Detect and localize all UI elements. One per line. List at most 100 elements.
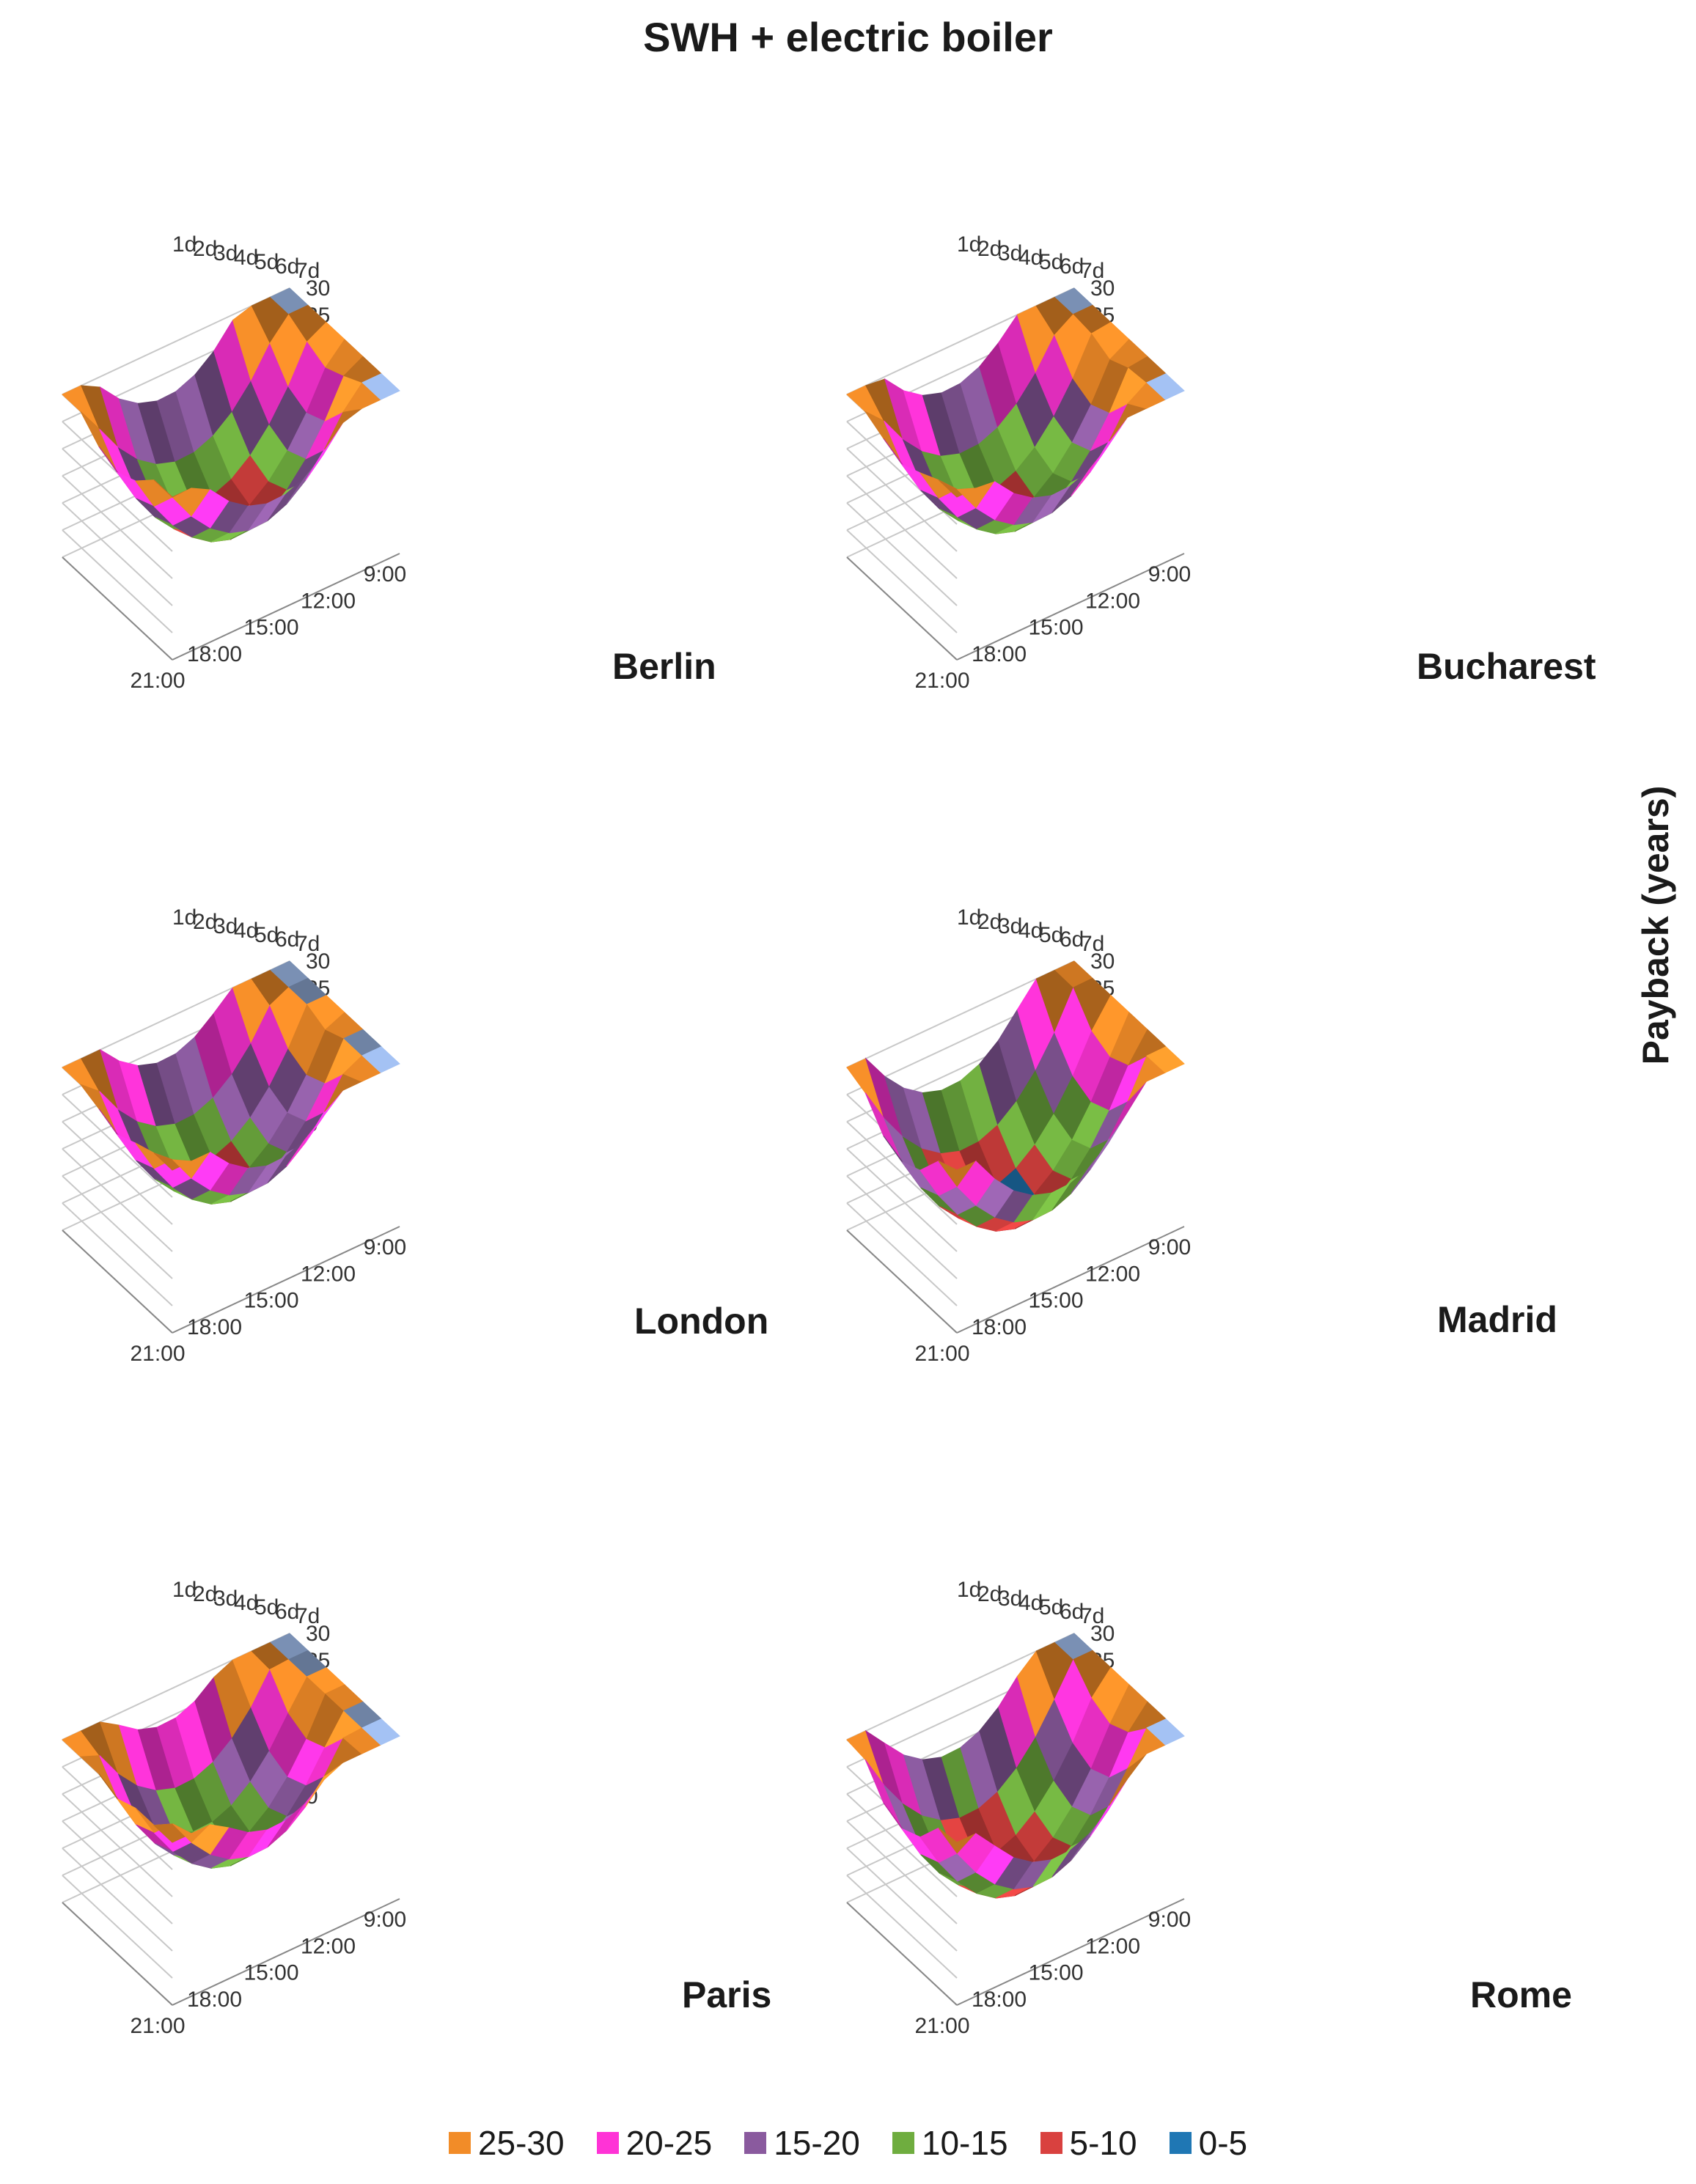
y-tick-label: 1d [172, 232, 197, 257]
grid-line [62, 1793, 173, 1897]
z-tick-label: 30 [306, 1622, 330, 1646]
city-label-paris: Paris [682, 1974, 772, 2015]
x-tick-label: 18:00 [187, 1988, 242, 2012]
y-tick-label: 2d [977, 1582, 1002, 1606]
y-tick-label: 2d [193, 910, 217, 934]
depth-axis-line [846, 1902, 958, 2006]
grid-line [846, 1121, 958, 1225]
x-tick-label: 12:00 [1085, 1262, 1140, 1286]
legend-item: 25-30 [448, 2123, 565, 2163]
depth-axis-line [62, 1229, 173, 1334]
grid-line [846, 1793, 958, 1897]
grid-line [846, 529, 958, 633]
legend-label: 20-25 [625, 2124, 713, 2162]
x-tick-label: 12:00 [1085, 1934, 1140, 1958]
y-tick-label: 1d [957, 232, 981, 257]
z-axis-label: Payback (years) [1635, 785, 1676, 1065]
grid-line [846, 1148, 958, 1252]
grid-line [62, 448, 173, 552]
grid-line [846, 1202, 958, 1306]
y-tick-label: 7d [295, 932, 320, 956]
grid-line [846, 1175, 958, 1279]
x-tick-label: 9:00 [364, 1235, 406, 1260]
city-label-rome: Rome [1470, 1974, 1572, 2015]
x-tick-label: 15:00 [1028, 616, 1083, 640]
y-tick-label: 3d [998, 1586, 1022, 1611]
surface-plot-bucharest: 0510152025309:0012:0015:0018:0021:001d2d… [846, 232, 1191, 693]
grid-line [846, 1875, 958, 1979]
legend-label: 10-15 [921, 2124, 1008, 2162]
y-tick-label: 2d [193, 237, 217, 261]
grid-line [62, 1875, 173, 1979]
y-tick-label: 4d [234, 919, 258, 943]
panel-madrid: 0510152025309:0012:0015:0018:0021:001d2d… [814, 743, 1620, 1402]
y-tick-label: 5d [254, 923, 279, 947]
surface-patch [361, 373, 400, 400]
x-tick-label: 21:00 [130, 669, 185, 693]
surface-patch [361, 1718, 400, 1746]
x-tick-label: 9:00 [364, 1908, 406, 1932]
y-tick-label: 3d [213, 241, 238, 265]
grid-line [62, 1148, 173, 1252]
surface-plot-berlin: 0510152025309:0012:0015:0018:0021:001d2d… [62, 232, 406, 693]
time-axis-line [172, 553, 400, 661]
surface [846, 960, 1185, 1232]
y-tick-label: 5d [254, 250, 279, 274]
legend-item: 10-15 [892, 2123, 1008, 2163]
time-axis-line [956, 553, 1185, 661]
x-tick-label: 9:00 [1148, 1235, 1191, 1260]
y-tick-label: 7d [1080, 932, 1104, 956]
x-tick-label: 21:00 [130, 2014, 185, 2038]
legend-swatch [1040, 2132, 1062, 2154]
x-tick-label: 18:00 [972, 1988, 1027, 2012]
surface [846, 1633, 1185, 1899]
axes [62, 1898, 400, 2006]
y-tick-label: 1d [172, 1578, 197, 1602]
y-tick-label: 4d [1018, 919, 1043, 943]
x-tick-label: 9:00 [364, 562, 406, 587]
y-tick-label: 3d [998, 241, 1022, 265]
grid-line [846, 1847, 958, 1952]
surface-patch [361, 1046, 400, 1073]
city-label-berlin: Berlin [612, 646, 716, 687]
x-tick-label: 15:00 [243, 1961, 298, 1985]
panel-paris: 0510152025309:0012:0015:0018:0021:001d2d… [29, 1415, 836, 2075]
panel-london: 0510152025309:0012:0015:0018:0021:001d2d… [29, 743, 836, 1402]
x-tick-label: 12:00 [301, 589, 356, 613]
y-tick-label: 4d [1018, 1591, 1043, 1615]
grid-line [846, 448, 958, 552]
grid-line [62, 475, 173, 579]
x-tick-label: 9:00 [1148, 1908, 1191, 1932]
y-tick-label: 3d [213, 1586, 238, 1611]
x-tick-label: 12:00 [301, 1934, 356, 1958]
y-tick-label: 5d [254, 1595, 279, 1619]
x-tick-label: 18:00 [972, 1315, 1027, 1339]
y-tick-label: 5d [1039, 923, 1063, 947]
y-tick-label: 7d [1080, 1604, 1104, 1628]
surface-plot-paris: 0510152025309:0012:0015:0018:0021:001d2d… [62, 1578, 406, 2038]
x-tick-label: 18:00 [187, 642, 242, 666]
surface-plot-rome: 0510152025309:0012:0015:0018:0021:001d2d… [846, 1578, 1191, 2038]
y-tick-label: 7d [1080, 259, 1104, 283]
depth-axis-line [62, 1902, 173, 2006]
x-tick-label: 15:00 [243, 616, 298, 640]
city-label-london: London [634, 1301, 769, 1342]
grid-line [62, 1202, 173, 1306]
x-tick-label: 21:00 [130, 1342, 185, 1366]
depth-axis-line [62, 556, 173, 661]
x-tick-label: 9:00 [1148, 562, 1191, 587]
x-tick-label: 12:00 [301, 1262, 356, 1286]
surface-patch [1146, 1718, 1185, 1746]
legend: 25-30 20-25 15-20 10-15 5-10 0-5 [0, 2123, 1696, 2163]
surface-patch [1146, 373, 1185, 400]
grid-line [62, 1121, 173, 1225]
grid-line [62, 502, 173, 606]
grid-line [62, 1847, 173, 1952]
grid-line [62, 529, 173, 633]
y-tick-label: 6d [1060, 927, 1084, 952]
time-axis-line [956, 1898, 1185, 2006]
z-tick-label: 30 [1090, 276, 1115, 301]
panel-rome: 0510152025309:0012:0015:0018:0021:001d2d… [814, 1415, 1620, 2075]
x-tick-label: 18:00 [187, 1315, 242, 1339]
y-tick-label: 1d [957, 905, 981, 930]
